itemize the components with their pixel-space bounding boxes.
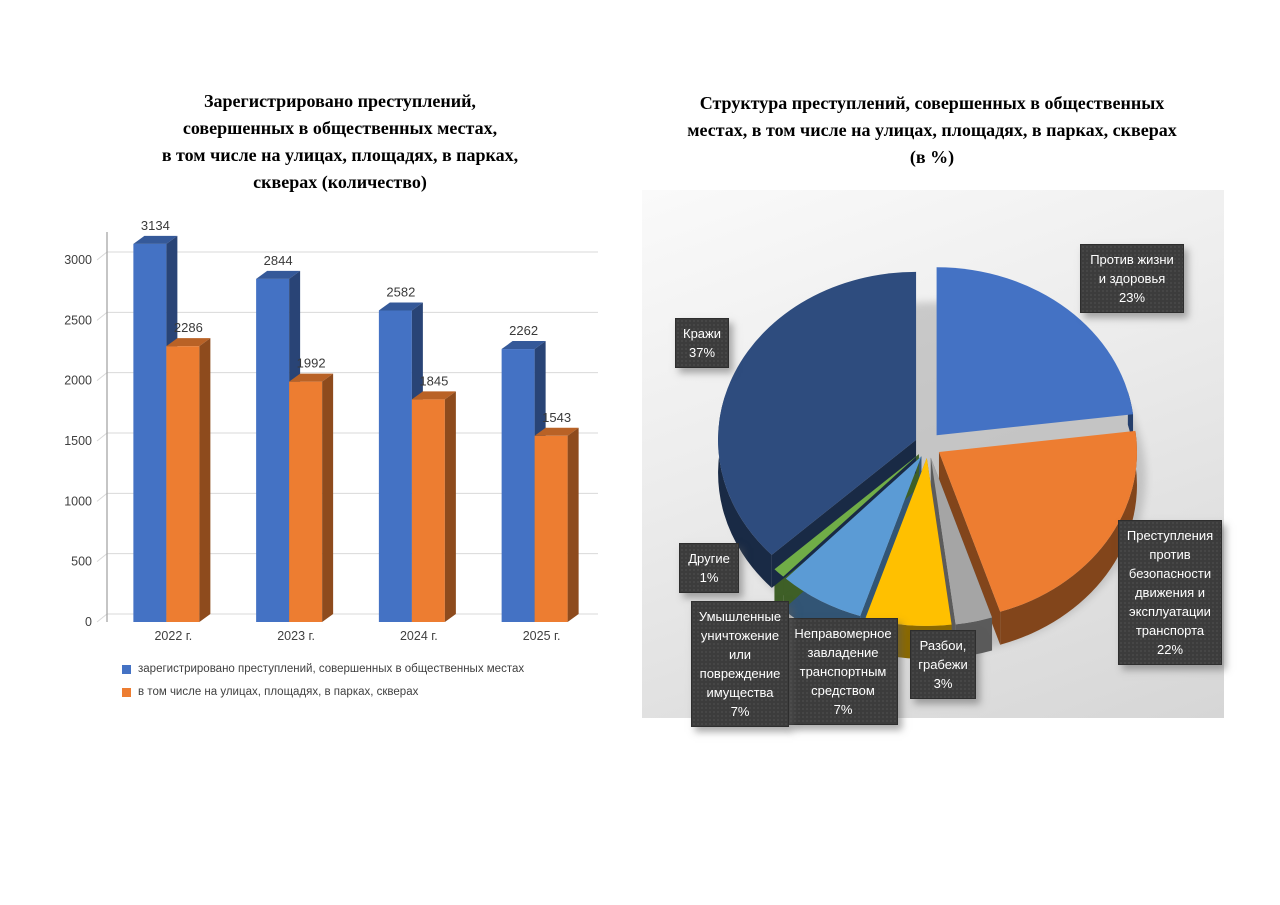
bar-top-face	[411, 391, 456, 400]
legend-label: зарегистрировано преступлений, совершенн…	[138, 663, 525, 675]
bar-front-face	[166, 346, 200, 622]
pie-slice-label-text: Другие	[688, 551, 730, 566]
pie-slice-percent: 37%	[688, 345, 716, 360]
bar-top-face	[289, 373, 334, 382]
pie-slice	[718, 271, 917, 555]
x-axis-category-label: 2022 г.	[154, 629, 192, 643]
bar-value-label: 2844	[264, 253, 293, 268]
pie-slice-percent: 1%	[699, 570, 719, 585]
bar-top-face	[166, 338, 211, 347]
legend-label: в том числе на улицах, площадях, в парка…	[138, 686, 419, 698]
pie-slice-percent: 7%	[833, 702, 853, 717]
bar-front-face	[534, 435, 568, 622]
bar-value-label: 2262	[509, 323, 538, 338]
pie-slice	[936, 267, 1134, 436]
bar-top-face	[378, 302, 423, 311]
pie-slice	[865, 457, 952, 626]
y-axis-tick-label: 2500	[64, 313, 92, 327]
pie-chart-svg	[718, 267, 1146, 659]
bar-front-face	[289, 381, 323, 622]
pie-slice	[930, 457, 993, 625]
pie-slice-label-text: Умышленные уничтожение или повреждение и…	[698, 609, 782, 700]
pie-chart-title: Структура преступлений, совершенных в об…	[687, 93, 1177, 167]
pie-slice-label-box: Преступления против безопасности движени…	[1118, 520, 1222, 665]
x-axis-category-label: 2025 г.	[523, 629, 561, 643]
y-axis-tick-label: 0	[85, 615, 92, 629]
bar-side-face	[199, 338, 211, 622]
pie-slice-edge-wall	[930, 457, 956, 658]
legend-swatch-icon	[122, 665, 131, 674]
bar-value-label: 2582	[386, 284, 415, 299]
pie-slice-label-text: Преступления против безопасности движени…	[1126, 528, 1214, 638]
bar-front-face	[378, 310, 412, 622]
pie-slice-label-text: Против жизни и здоровья	[1090, 252, 1174, 286]
pie-slice-percent: 23%	[1118, 290, 1146, 305]
pie-slice	[785, 456, 922, 616]
bar-side-face	[322, 373, 334, 622]
pie-slice-label-text: Кражи	[683, 326, 721, 341]
bar-front-face	[501, 349, 535, 622]
pie-chart-panel: Против жизни и здоровья 23% Преступления п…	[642, 190, 1224, 727]
bar-chart-legend: зарегистрировано преступлений, совершенн…	[122, 663, 602, 709]
pie-slice-label-box: Против жизни и здоровья 23%	[1080, 244, 1184, 313]
pie-slice-label-text: Разбои, грабежи	[918, 638, 968, 672]
pie-slice-label-box: Умышленные уничтожение или повреждение и…	[691, 601, 789, 727]
y-axis-tick-label: 500	[71, 555, 92, 569]
pie-slice	[774, 454, 919, 577]
bar-chart-svg: 0 500 1000 1500 2000 2500 3000 3134 2286 2022 г. 2…	[64, 218, 598, 643]
bar-front-face	[411, 399, 445, 622]
x-axis-category-label: 2023 г.	[277, 629, 315, 643]
legend-item: в том числе на улицах, площадях, в парка…	[122, 686, 602, 699]
bar-top-face	[256, 270, 301, 279]
pie-slice-label-box: Разбои, грабежи 3%	[910, 630, 976, 699]
bar-top-face	[133, 235, 178, 244]
bar-top-face	[501, 341, 546, 350]
pie-slice-edge-wall	[938, 451, 1001, 645]
bar-side-face	[567, 427, 579, 622]
bar-value-label: 1992	[297, 356, 326, 371]
bar-chart-title: Зарегистрировано преступлений, совершенн…	[161, 91, 519, 192]
bar-front-face	[256, 278, 290, 622]
pie-slice-label-box: Кражи 37%	[675, 318, 729, 368]
pie-slice-label-box: Другие 1%	[679, 543, 739, 593]
pie-slice-percent: 22%	[1156, 642, 1184, 657]
bar-value-label: 1845	[419, 373, 448, 388]
legend-item: зарегистрировано преступлений, совершенн…	[122, 663, 602, 676]
y-axis-tick-label: 2000	[64, 374, 92, 388]
bar-side-face	[444, 391, 456, 622]
pie-slice-label-box: Неправомерное завладение транспортным ср…	[788, 618, 898, 725]
y-axis-tick-label: 1000	[64, 494, 92, 508]
pie-slice	[938, 430, 1137, 612]
bar-value-label: 1543	[542, 410, 571, 425]
pie-slice-percent: 7%	[730, 704, 750, 719]
legend-swatch-icon	[122, 688, 131, 697]
y-axis-tick-label: 3000	[64, 253, 92, 267]
bar-value-label: 2286	[174, 320, 203, 335]
pie-slice-label-text: Неправомерное завладение транспортным ср…	[794, 626, 892, 698]
bar-value-label: 3134	[141, 218, 170, 233]
bar-chart-plot-area: 0 500 1000 1500 2000 2500 3000 3134 2286 2022 г. 2…	[60, 195, 620, 665]
y-axis-tick-label: 1500	[64, 434, 92, 448]
x-axis-category-label: 2024 г.	[400, 629, 438, 643]
bar-front-face	[133, 243, 167, 622]
pie-slice-arc-wall	[1000, 430, 1137, 645]
bar-top-face	[534, 427, 579, 436]
pie-slice-percent: 3%	[933, 676, 953, 691]
